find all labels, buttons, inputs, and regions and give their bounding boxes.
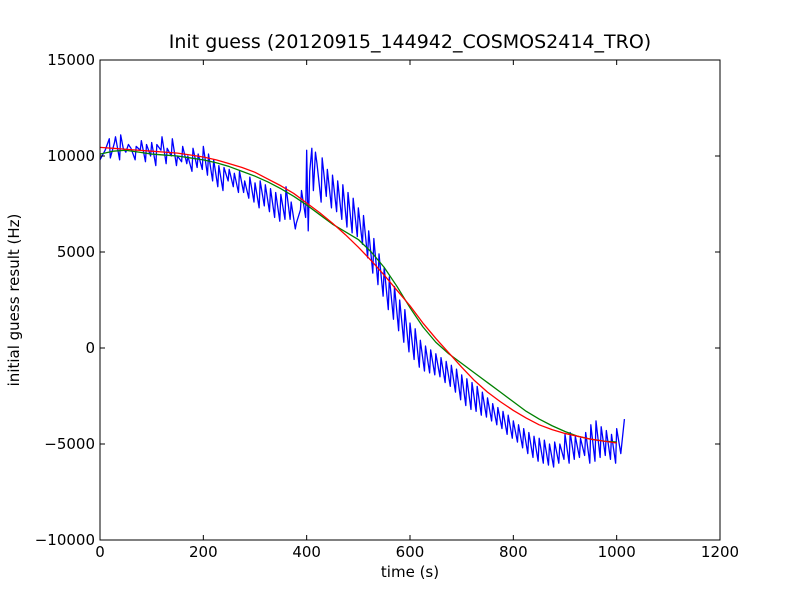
x-ticks: 0 200 400 600 800 1000 1200 bbox=[95, 60, 739, 561]
y-tick-label: 0 bbox=[85, 339, 95, 357]
x-tick-label: 200 bbox=[189, 543, 218, 561]
x-tick-label: 1000 bbox=[598, 543, 636, 561]
x-axis-label: time (s) bbox=[381, 563, 439, 581]
y-tick-label: −10000 bbox=[35, 531, 95, 549]
x-tick-label: 0 bbox=[95, 543, 105, 561]
series-line-3 bbox=[99, 146, 617, 444]
y-tick-label: −5000 bbox=[44, 435, 95, 453]
y-tick-label: 10000 bbox=[47, 147, 95, 165]
series-layer bbox=[99, 134, 626, 468]
y-tick-label: 5000 bbox=[57, 243, 95, 261]
y-axis-label: initial guess result (Hz) bbox=[5, 214, 23, 387]
y-tick-label: 15000 bbox=[47, 51, 95, 69]
series-line-2 bbox=[99, 149, 617, 443]
chart-title: Init guess (20120915_144942_COSMOS2414_T… bbox=[169, 31, 651, 53]
plot-area: 0 200 400 600 800 1000 1200 −10000 −5000 0 5000 10… bbox=[35, 51, 739, 561]
x-tick-label: 1200 bbox=[701, 543, 739, 561]
y-ticks: −10000 −5000 0 5000 10000 15000 bbox=[35, 51, 720, 549]
series-line-1 bbox=[99, 134, 626, 468]
x-tick-label: 400 bbox=[292, 543, 321, 561]
x-tick-label: 800 bbox=[499, 543, 528, 561]
x-tick-label: 600 bbox=[396, 543, 425, 561]
